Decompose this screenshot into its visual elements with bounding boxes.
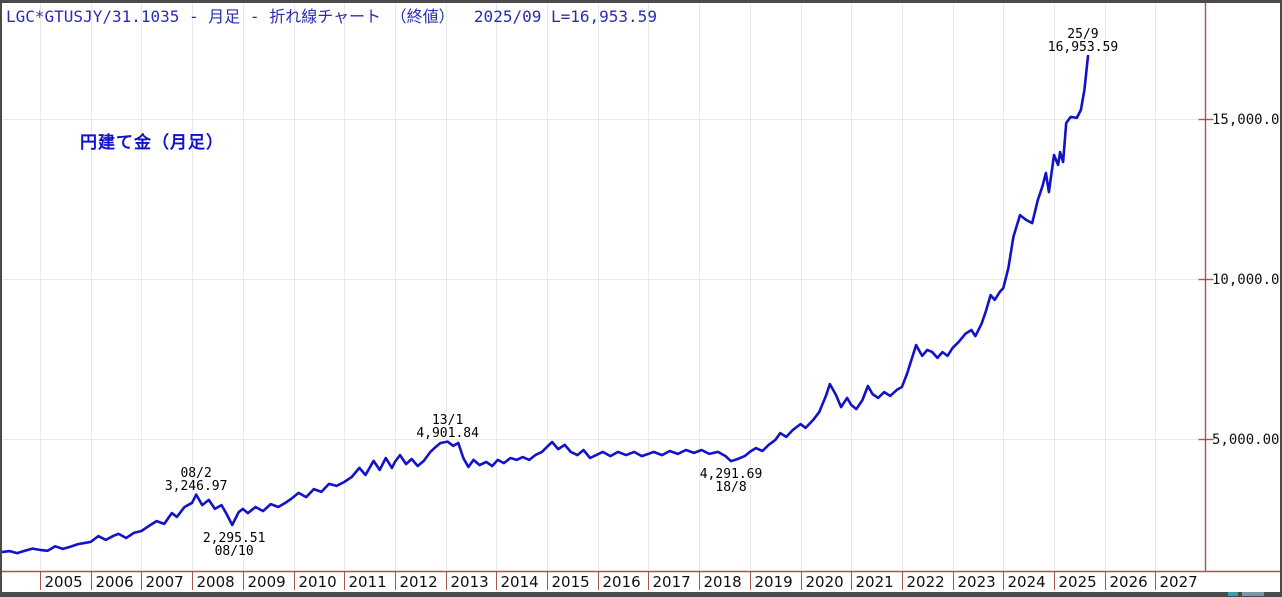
x-axis-year-label: 2022 — [906, 573, 945, 591]
chart-title: 円建て金（月足） — [80, 133, 224, 153]
chart-annotation: 13/1 4,901.84 — [416, 414, 479, 440]
frame-left — [0, 0, 2, 592]
chart-annotation-line: 2,295.51 — [202, 531, 266, 547]
x-axis-year-label: 2019 — [754, 573, 793, 591]
corner-artifact-2 — [1242, 592, 1264, 596]
x-axis-year-label: 2005 — [44, 573, 83, 591]
frame-right — [1280, 0, 1282, 592]
x-axis-year-label: 2026 — [1109, 573, 1148, 591]
x-axis-year-label: 2009 — [247, 573, 286, 591]
chart-annotation-line: 13/1 — [431, 412, 464, 428]
frame-top — [0, 0, 1282, 3]
chart-annotation-line: 3,246.97 — [164, 478, 228, 494]
corner-artifact-1 — [1228, 592, 1238, 596]
chart-annotation-line: 08/10 — [214, 544, 254, 560]
chart-annotation: 4,291.69 18/8 — [700, 468, 763, 494]
x-axis-year-label: 2008 — [196, 573, 235, 591]
x-axis-year-label: 2025 — [1058, 573, 1097, 591]
chart-annotation-line: 25/9 — [1067, 26, 1099, 42]
x-axis-year-label: 2006 — [95, 573, 134, 591]
x-axis-year-label: 2012 — [399, 573, 438, 591]
x-axis-year-label: 2017 — [652, 573, 691, 591]
x-axis-year-label: 2011 — [348, 573, 387, 591]
chart-annotation: 2,295.51 08/10 — [203, 532, 266, 558]
x-axis-year-label: 2021 — [855, 573, 894, 591]
x-axis-year-label: 2027 — [1159, 573, 1198, 591]
price-line — [0, 54, 1090, 555]
x-axis-year-label: 2023 — [957, 573, 996, 591]
y-axis-label: 10,000.00 — [1212, 271, 1282, 288]
x-axis-year-label: 2024 — [1007, 573, 1046, 591]
frame-bottom — [0, 592, 1282, 597]
x-axis-year-label: 2010 — [298, 573, 337, 591]
y-axis-label: 5,000.00 — [1212, 431, 1280, 448]
chart-annotation-line: 08/2 — [180, 465, 212, 481]
x-axis-year-label: 2018 — [703, 573, 742, 591]
x-axis-year-label: 2007 — [145, 573, 184, 591]
chart-annotation-line: 16,953.59 — [1047, 39, 1119, 55]
y-axis-label: 15,000.00 — [1212, 111, 1282, 128]
chart-annotation: 25/9 16,953.59 — [1048, 28, 1118, 54]
chart-annotation-line: 18/8 — [715, 480, 747, 496]
chart-annotation-line: 4,291.69 — [699, 467, 763, 483]
x-axis-year-label: 2013 — [450, 573, 489, 591]
x-axis-year-label: 2015 — [551, 573, 590, 591]
x-axis-year-label: 2016 — [602, 573, 641, 591]
x-axis-year-label: 2014 — [500, 573, 539, 591]
x-axis-year-label: 2020 — [805, 573, 844, 591]
chart-annotation-line: 4,901.84 — [416, 425, 479, 441]
chart-header-info: LGC*GTUSJY/31.1035 - 月足 - 折れ線チャート （終値） 2… — [6, 7, 657, 26]
chart-annotation: 08/2 3,246.97 — [165, 467, 228, 493]
